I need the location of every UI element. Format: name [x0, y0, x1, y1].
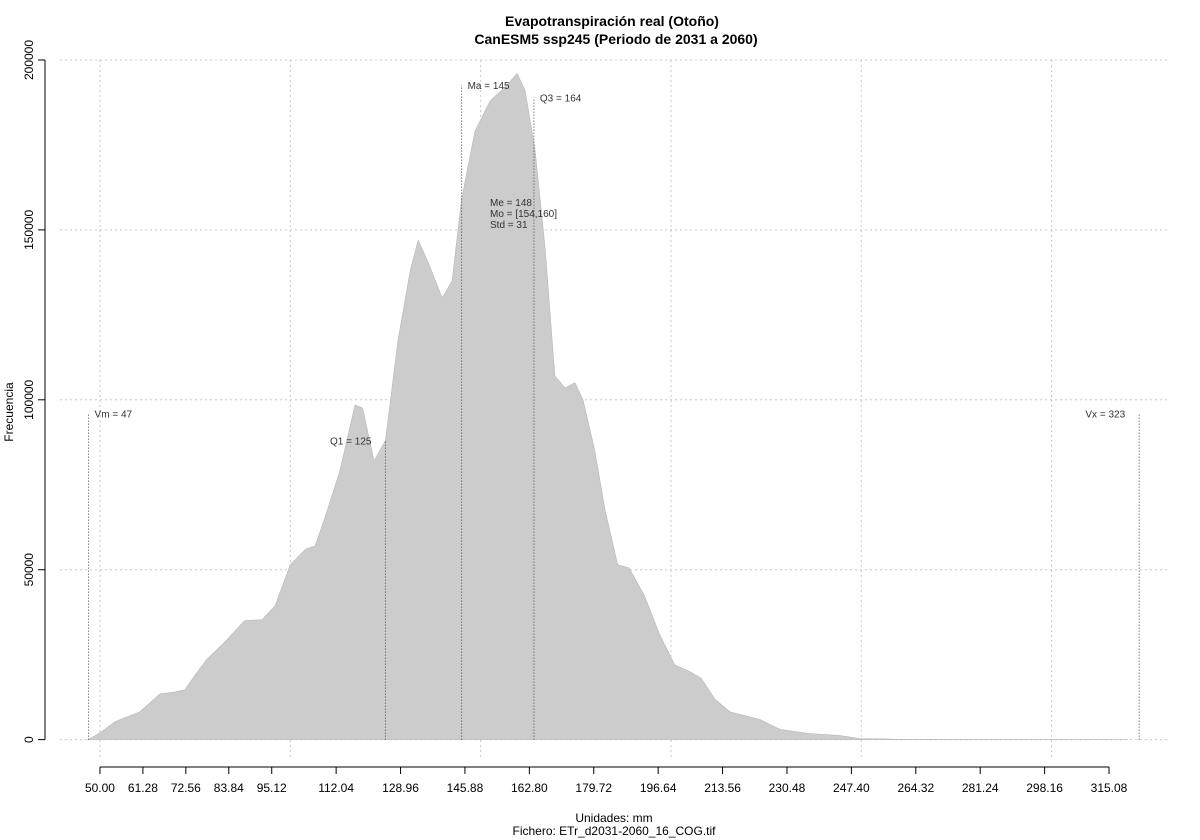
x-tick-label: 50.00	[85, 781, 115, 795]
y-tick-label: 200000	[22, 40, 36, 80]
marker-label: Q1 = 125	[330, 437, 372, 448]
y-tick-label: 100000	[22, 379, 36, 419]
x-tick-label: 298.16	[1026, 781, 1063, 795]
x-tick-label: 83.84	[214, 781, 244, 795]
x-tick-label: 61.28	[128, 781, 158, 795]
x-tick-label: 179.72	[575, 781, 612, 795]
density-area	[87, 73, 1128, 740]
stat-label: Me = 148	[490, 198, 532, 209]
x-tick-label: 230.48	[769, 781, 806, 795]
footer: Fichero: ETr_d2031-2060_16_COG.tif	[513, 824, 717, 838]
chart-subtitle: CanESM5 ssp245 (Periodo de 2031 a 2060)	[474, 31, 757, 47]
x-tick-label: 213.56	[704, 781, 741, 795]
chart-title: Evapotranspiración real (Otoño)	[505, 13, 719, 29]
x-tick-label: 72.56	[171, 781, 201, 795]
y-tick-label: 50000	[22, 553, 36, 587]
marker-label: Vx = 323	[1085, 409, 1125, 420]
marker-label: Ma = 145	[468, 81, 510, 92]
x-tick-label: 128.96	[382, 781, 419, 795]
x-tick-label: 162.80	[511, 781, 548, 795]
x-tick-label: 145.88	[447, 781, 484, 795]
stat-label: Mo = [154,160]	[490, 209, 557, 220]
y-axis-label: Frecuencia	[2, 382, 16, 442]
stat-label: Std = 31	[490, 220, 528, 231]
x-tick-label: 112.04	[318, 781, 354, 795]
x-tick-label: 281.24	[962, 781, 999, 795]
x-axis-label: Unidades: mm	[575, 811, 652, 825]
y-tick-label: 0	[22, 736, 36, 743]
marker-label: Q3 = 164	[540, 93, 582, 104]
marker-label: Vm = 47	[95, 409, 133, 420]
x-tick-label: 264.32	[897, 781, 934, 795]
x-tick-label: 196.64	[640, 781, 677, 795]
x-tick-label: 315.08	[1091, 781, 1128, 795]
x-tick-label: 247.40	[833, 781, 870, 795]
x-tick-label: 95.12	[257, 781, 287, 795]
y-tick-label: 150000	[22, 210, 36, 250]
